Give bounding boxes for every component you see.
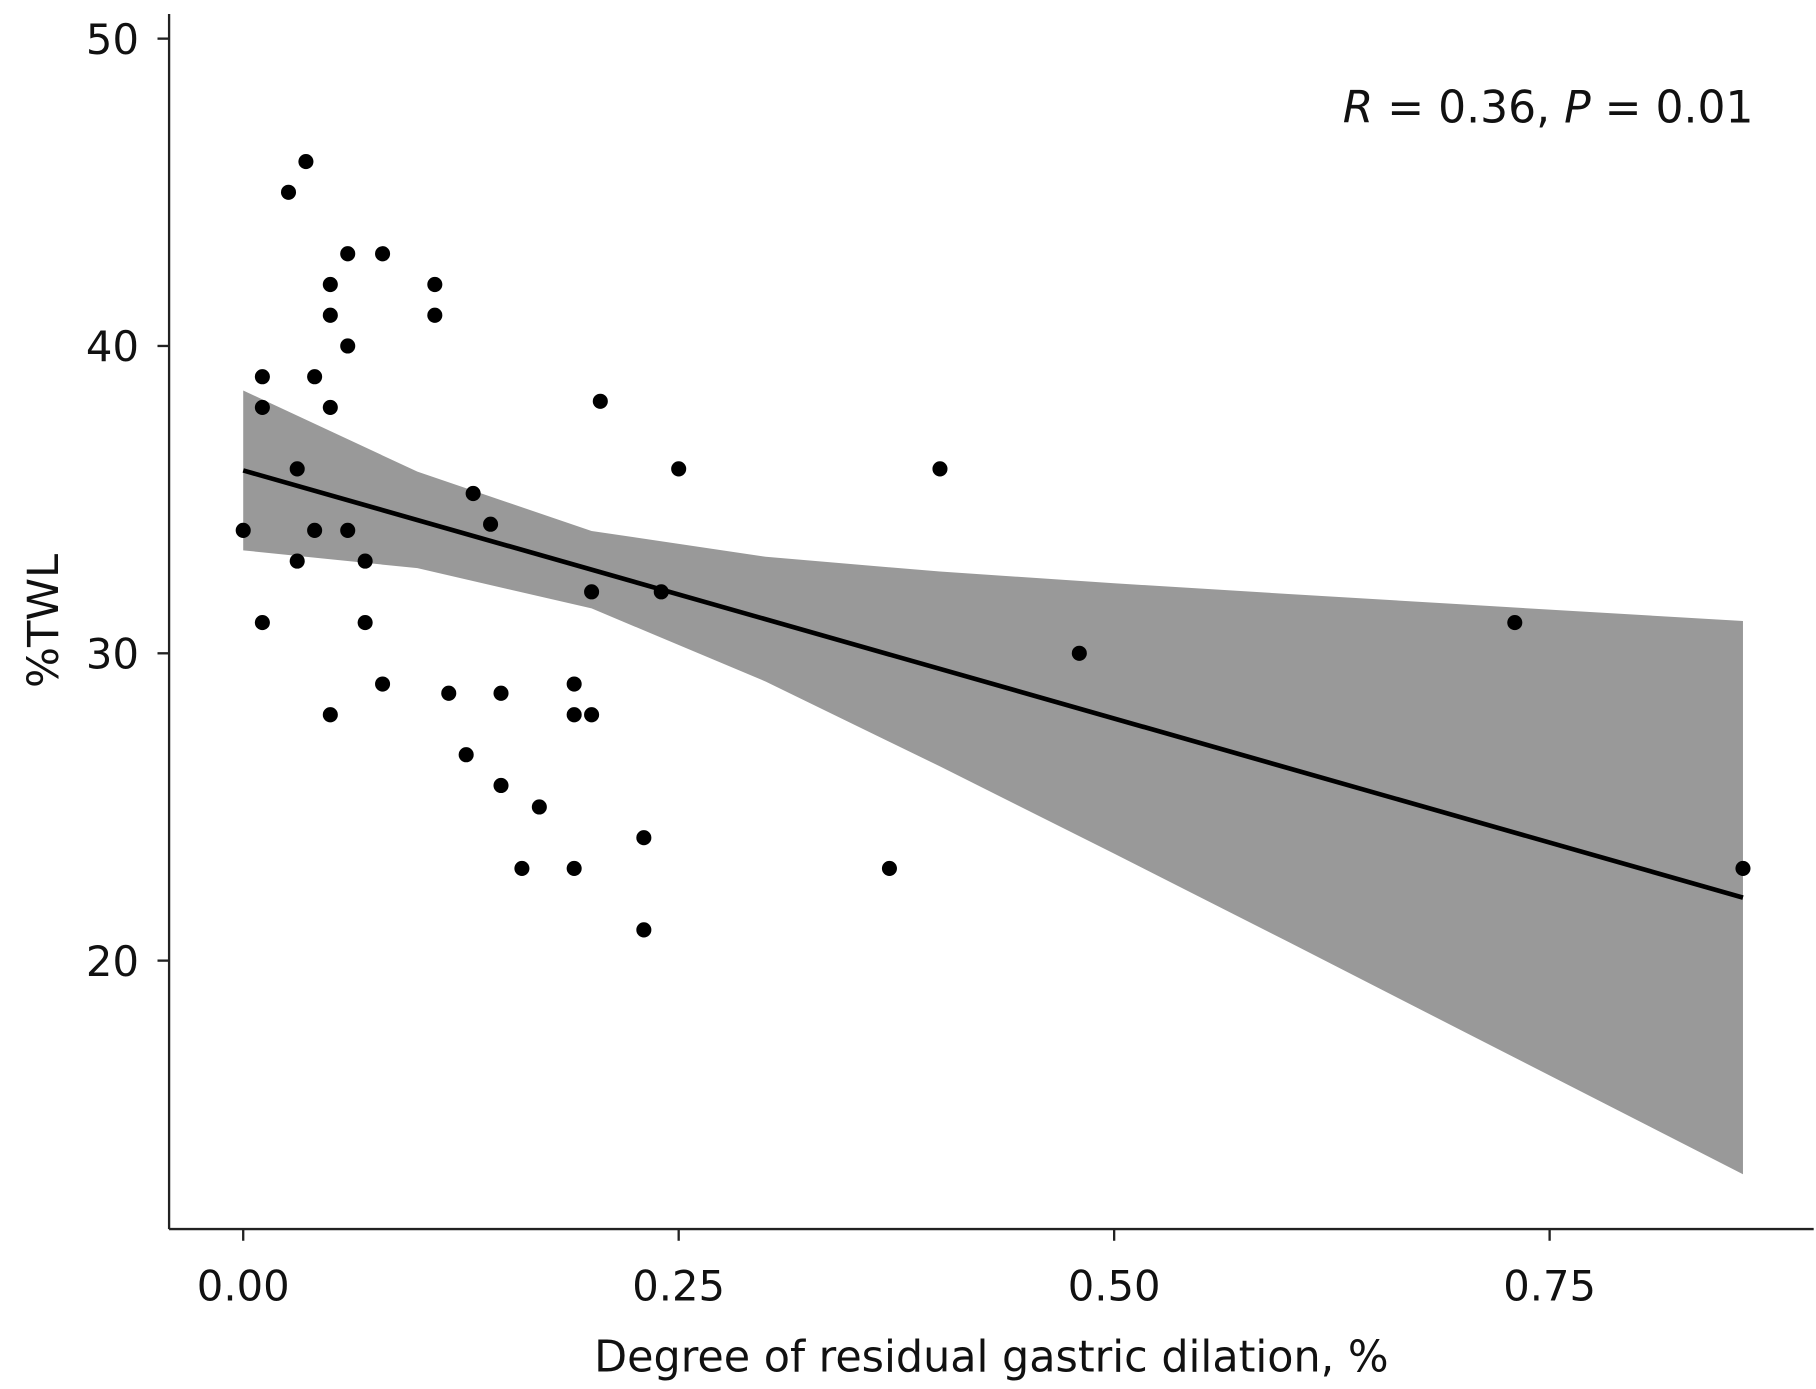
x-tick-label: 0.00 bbox=[197, 1261, 290, 1310]
data-point bbox=[592, 393, 608, 409]
data-point bbox=[1071, 645, 1087, 661]
data-point bbox=[1507, 614, 1523, 631]
r-label: R bbox=[1343, 82, 1374, 133]
points-layer bbox=[235, 153, 1751, 938]
y-axis-title: %TWL bbox=[19, 554, 69, 688]
r-value: = 0.36, bbox=[1373, 82, 1564, 133]
data-point bbox=[441, 685, 457, 701]
data-point bbox=[671, 461, 687, 477]
data-point bbox=[254, 369, 270, 385]
data-point bbox=[566, 860, 582, 877]
data-point bbox=[465, 485, 481, 502]
data-point bbox=[514, 860, 530, 877]
data-point bbox=[584, 707, 600, 723]
x-axis-title: Degree of residual gastric dilation, % bbox=[594, 1332, 1388, 1382]
data-point bbox=[357, 553, 373, 569]
data-point bbox=[307, 369, 323, 385]
data-point bbox=[357, 614, 373, 631]
data-point bbox=[375, 676, 391, 692]
data-point bbox=[427, 307, 443, 323]
data-point bbox=[298, 153, 314, 170]
data-point bbox=[235, 522, 251, 538]
data-point bbox=[289, 461, 305, 477]
data-point bbox=[322, 707, 338, 723]
data-point bbox=[531, 799, 547, 815]
x-tick-label: 0.25 bbox=[632, 1261, 725, 1310]
data-point bbox=[289, 553, 305, 569]
data-point bbox=[322, 276, 338, 293]
data-point bbox=[636, 830, 652, 846]
x-tick-label: 0.75 bbox=[1503, 1261, 1596, 1310]
data-point bbox=[307, 522, 323, 538]
data-point bbox=[254, 399, 270, 416]
data-point bbox=[881, 860, 897, 877]
data-point bbox=[458, 747, 474, 763]
data-point bbox=[1735, 860, 1751, 877]
data-point bbox=[322, 399, 338, 416]
x-tick-label: 0.50 bbox=[1068, 1261, 1161, 1310]
y-ticks: 20 30 40 50 bbox=[86, 15, 170, 986]
data-point bbox=[340, 246, 356, 262]
regression-line bbox=[242, 468, 1744, 900]
y-tick-label: 40 bbox=[86, 322, 139, 371]
y-tick-label: 50 bbox=[86, 15, 139, 64]
data-point bbox=[636, 922, 652, 938]
data-point bbox=[653, 584, 669, 600]
p-label: P bbox=[1564, 82, 1591, 133]
data-point bbox=[254, 614, 270, 631]
data-point bbox=[322, 307, 338, 323]
y-tick-label: 30 bbox=[86, 629, 139, 678]
data-point bbox=[340, 522, 356, 538]
data-point bbox=[483, 516, 499, 532]
data-point bbox=[584, 584, 600, 600]
data-point bbox=[566, 676, 582, 692]
confidence-band-layer bbox=[243, 390, 1743, 1175]
y-tick-label: 20 bbox=[86, 937, 139, 986]
data-point bbox=[932, 461, 948, 477]
data-point bbox=[493, 685, 509, 701]
data-point bbox=[566, 707, 582, 723]
data-point bbox=[375, 246, 391, 262]
data-point bbox=[427, 276, 443, 293]
correlation-annotation: R = 0.36, P = 0.01 bbox=[1343, 82, 1754, 133]
data-point bbox=[493, 777, 509, 794]
p-value: = 0.01 bbox=[1591, 82, 1754, 133]
data-point bbox=[280, 184, 297, 200]
fit-line-layer bbox=[242, 468, 1744, 900]
data-point bbox=[340, 338, 356, 354]
confidence-band bbox=[243, 390, 1743, 1175]
x-ticks: 0.00 0.25 0.50 0.75 bbox=[197, 1229, 1596, 1310]
